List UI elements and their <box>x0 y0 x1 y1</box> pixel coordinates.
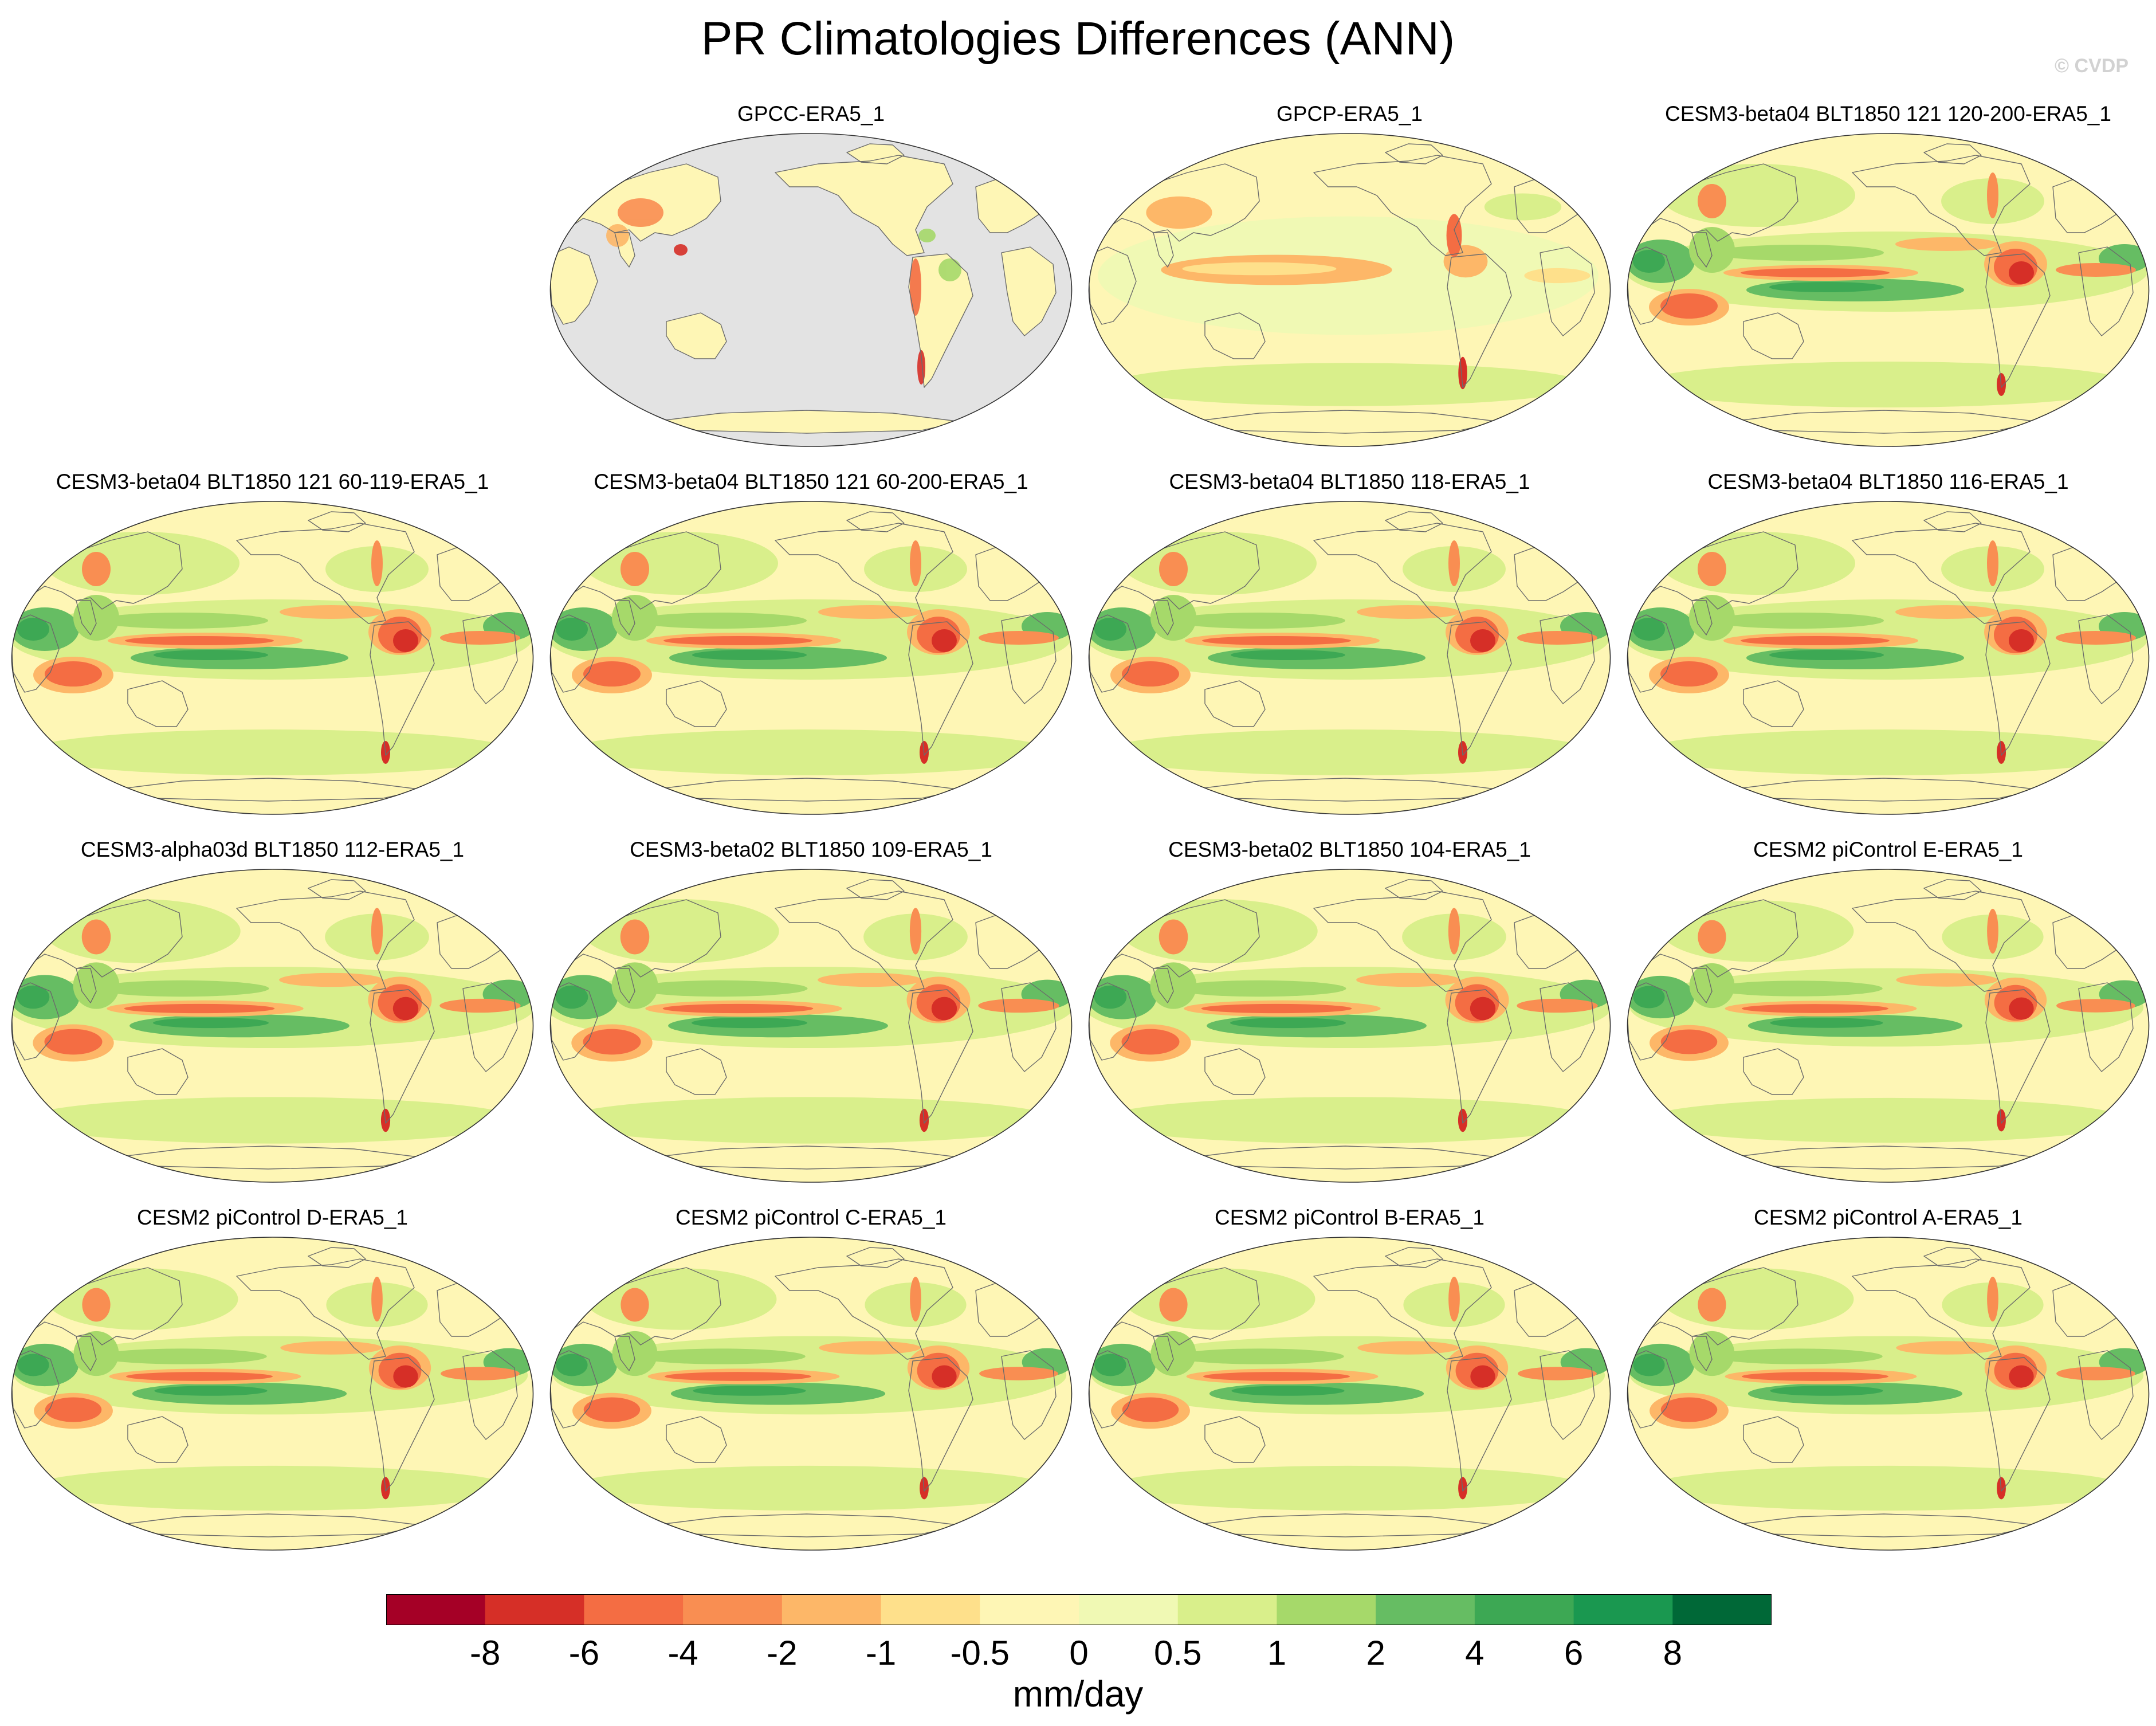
colorbar-swatch <box>980 1594 1079 1625</box>
colorbar-tick-label: -4 <box>667 1634 698 1672</box>
colorbar-swatch <box>683 1594 783 1625</box>
map-panel: CESM3-beta02 BLT1850 104-ERA5_1 <box>1087 836 1612 1186</box>
robinson-map <box>1627 869 2150 1183</box>
colorbar-tick-label: -1 <box>865 1634 897 1672</box>
panel-title: CESM2 piControl A-ERA5_1 <box>1754 1206 2023 1229</box>
map-panel: CESM3-beta04 BLT1850 121 60-200-ERA5_1 <box>549 468 1073 818</box>
panel-title: CESM3-beta04 BLT1850 121 120-200-ERA5_1 <box>1665 102 2111 125</box>
colorbar-swatch <box>1277 1594 1376 1625</box>
panel-title: GPCC-ERA5_1 <box>737 102 885 125</box>
figure-title: PR Climatologies Differences (ANN) <box>701 13 1455 65</box>
map-panel: CESM3-beta04 BLT1850 121 60-119-ERA5_1 <box>10 468 535 818</box>
colorbar-swatch <box>1079 1594 1179 1625</box>
map-panel: CESM3-beta02 BLT1850 109-ERA5_1 <box>549 836 1073 1186</box>
robinson-map <box>549 869 1073 1183</box>
colorbar-unit-label: mm/day <box>1012 1673 1144 1715</box>
colorbar-swatch <box>386 1594 486 1625</box>
robinson-map <box>1088 1237 1611 1551</box>
map-panel: CESM2 piControl D-ERA5_1 <box>10 1204 535 1554</box>
map-panel: CESM3-beta04 BLT1850 118-ERA5_1 <box>1087 468 1612 818</box>
panel-title: CESM3-beta04 BLT1850 121 60-200-ERA5_1 <box>594 470 1028 493</box>
colorbar-tick-label: 1 <box>1267 1634 1287 1672</box>
robinson-map <box>549 501 1073 815</box>
robinson-map <box>11 1237 534 1551</box>
panel-title: CESM3-beta04 BLT1850 116-ERA5_1 <box>1707 470 2069 493</box>
colorbar-swatch <box>584 1594 684 1625</box>
colorbar-tick-label: -6 <box>568 1634 600 1672</box>
panel-title: CESM3-beta02 BLT1850 109-ERA5_1 <box>630 838 992 861</box>
panel-title: CESM3-alpha03d BLT1850 112-ERA5_1 <box>80 838 465 861</box>
panel-title: CESM2 piControl C-ERA5_1 <box>676 1206 947 1229</box>
colorbar <box>386 1594 1772 1625</box>
colorbar-tick-label: 4 <box>1465 1634 1485 1672</box>
map-panel: CESM2 piControl B-ERA5_1 <box>1087 1204 1612 1554</box>
map-panel: CESM3-alpha03d BLT1850 112-ERA5_1 <box>10 836 535 1186</box>
map-panel: CESM3-beta04 BLT1850 116-ERA5_1 <box>1626 468 2150 818</box>
panel-title: CESM2 piControl E-ERA5_1 <box>1753 838 2023 861</box>
robinson-map <box>1088 869 1611 1183</box>
robinson-map <box>1627 133 2150 447</box>
map-panel: CESM2 piControl A-ERA5_1 <box>1626 1204 2150 1554</box>
colorbar-tick-label: -8 <box>470 1634 501 1672</box>
panel-title: GPCP-ERA5_1 <box>1277 102 1423 125</box>
colorbar-swatch <box>485 1594 584 1625</box>
map-panel: CESM2 piControl C-ERA5_1 <box>549 1204 1073 1554</box>
colorbar-tick-label: 6 <box>1564 1634 1584 1672</box>
robinson-map <box>549 1237 1073 1551</box>
robinson-map <box>11 869 534 1183</box>
colorbar-swatch <box>1672 1594 1772 1625</box>
panel-title: CESM3-beta04 BLT1850 118-ERA5_1 <box>1169 470 1530 493</box>
robinson-map <box>549 133 1073 447</box>
colorbar-tick-label: 8 <box>1663 1634 1682 1672</box>
panel-title: CESM3-beta04 BLT1850 121 60-119-ERA5_1 <box>56 470 489 493</box>
panel-title: CESM2 piControl D-ERA5_1 <box>137 1206 408 1229</box>
cvdp-watermark: © CVDP <box>2055 55 2128 77</box>
colorbar-tick-label: 2 <box>1366 1634 1385 1672</box>
robinson-map <box>11 501 534 815</box>
colorbar-tick-label: 0.5 <box>1153 1634 1202 1672</box>
map-panel: CESM2 piControl E-ERA5_1 <box>1626 836 2150 1186</box>
robinson-map <box>1088 133 1611 447</box>
colorbar-swatch <box>781 1594 882 1625</box>
colorbar-swatch <box>1376 1594 1475 1625</box>
colorbar-tick-label: -0.5 <box>950 1634 1010 1672</box>
colorbar-swatch <box>1177 1594 1277 1625</box>
colorbar-tick-label: 0 <box>1069 1634 1089 1672</box>
robinson-map <box>1088 501 1611 815</box>
colorbar-swatch <box>1573 1594 1673 1625</box>
colorbar-swatch <box>1474 1594 1574 1625</box>
colorbar-swatch <box>881 1594 980 1625</box>
panel-title: CESM2 piControl B-ERA5_1 <box>1215 1206 1485 1229</box>
colorbar-swatches <box>386 1594 1772 1625</box>
map-panel: GPCC-ERA5_1 <box>549 100 1073 450</box>
map-panel: GPCP-ERA5_1 <box>1087 100 1612 450</box>
map-panel: CESM3-beta04 BLT1850 121 120-200-ERA5_1 <box>1626 100 2150 450</box>
colorbar-tick-label: -2 <box>767 1634 798 1672</box>
robinson-map <box>1627 1237 2150 1551</box>
panel-title: CESM3-beta02 BLT1850 104-ERA5_1 <box>1168 838 1531 861</box>
robinson-map <box>1627 501 2150 815</box>
